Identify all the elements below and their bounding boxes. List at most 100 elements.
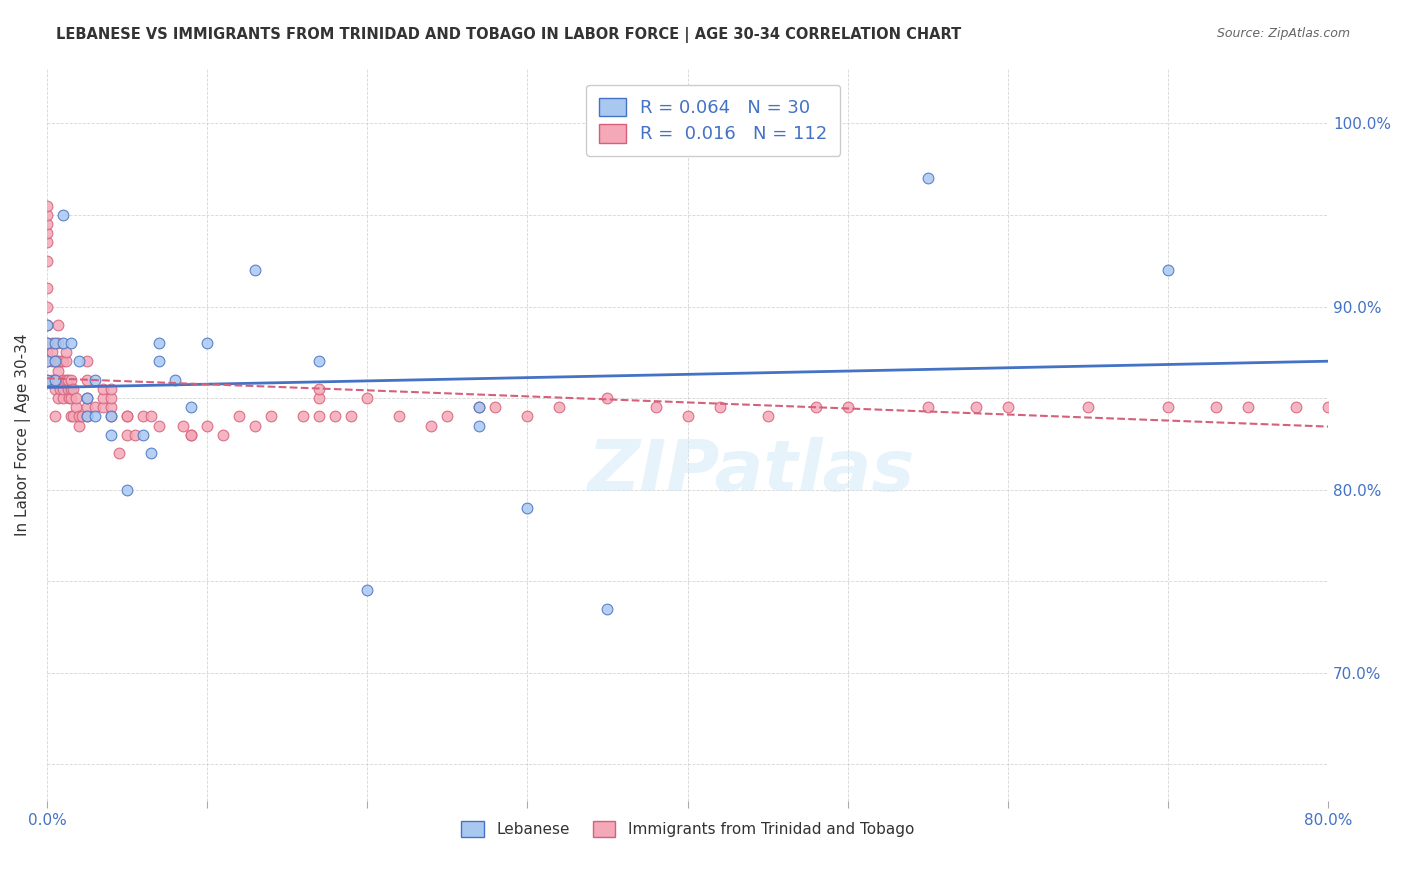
- Point: [100, 409, 122, 424]
- Point: [484, 401, 506, 415]
- Point: [260, 409, 283, 424]
- Point: [965, 401, 987, 415]
- Point: [65, 401, 87, 415]
- Point: [516, 409, 538, 424]
- Point: [76, 373, 98, 387]
- Point: [76, 354, 98, 368]
- Point: [76, 409, 98, 424]
- Point: [35, 227, 58, 241]
- Point: [35, 217, 58, 231]
- Point: [228, 409, 250, 424]
- Point: [91, 401, 114, 415]
- Point: [100, 391, 122, 405]
- Point: [1205, 401, 1227, 415]
- Point: [676, 409, 699, 424]
- Point: [212, 427, 235, 442]
- Point: [35, 208, 58, 222]
- Point: [35, 373, 58, 387]
- Point: [76, 391, 98, 405]
- Point: [55, 345, 77, 359]
- Point: [308, 354, 330, 368]
- Point: [596, 391, 619, 405]
- Point: [62, 382, 84, 396]
- Point: [46, 336, 69, 351]
- Point: [91, 382, 114, 396]
- Point: [52, 354, 75, 368]
- Point: [46, 373, 69, 387]
- Point: [35, 281, 58, 295]
- Point: [1237, 401, 1260, 415]
- Point: [56, 373, 79, 387]
- Point: [1317, 401, 1340, 415]
- Point: [148, 336, 170, 351]
- Point: [52, 391, 75, 405]
- Point: [46, 354, 69, 368]
- Point: [115, 483, 138, 497]
- Point: [59, 409, 82, 424]
- Point: [308, 391, 330, 405]
- Point: [91, 391, 114, 405]
- Text: LEBANESE VS IMMIGRANTS FROM TRINIDAD AND TOBAGO IN LABOR FORCE | AGE 30-34 CORRE: LEBANESE VS IMMIGRANTS FROM TRINIDAD AND…: [56, 27, 962, 43]
- Point: [292, 409, 315, 424]
- Point: [195, 418, 218, 433]
- Point: [165, 373, 187, 387]
- Point: [41, 373, 63, 387]
- Point: [132, 409, 155, 424]
- Point: [59, 373, 82, 387]
- Point: [35, 373, 58, 387]
- Point: [148, 418, 170, 433]
- Point: [55, 373, 77, 387]
- Point: [308, 409, 330, 424]
- Point: [243, 263, 266, 277]
- Text: Source: ZipAtlas.com: Source: ZipAtlas.com: [1216, 27, 1350, 40]
- Point: [1398, 401, 1406, 415]
- Point: [180, 427, 202, 442]
- Point: [76, 391, 98, 405]
- Point: [997, 401, 1019, 415]
- Point: [44, 336, 66, 351]
- Point: [243, 418, 266, 433]
- Point: [52, 373, 75, 387]
- Point: [84, 401, 107, 415]
- Legend: Lebanese, Immigrants from Trinidad and Tobago: Lebanese, Immigrants from Trinidad and T…: [453, 814, 922, 845]
- Point: [180, 427, 202, 442]
- Point: [308, 382, 330, 396]
- Point: [115, 409, 138, 424]
- Point: [917, 171, 939, 186]
- Point: [49, 354, 72, 368]
- Point: [596, 601, 619, 615]
- Point: [1348, 401, 1371, 415]
- Point: [172, 418, 194, 433]
- Point: [468, 401, 491, 415]
- Point: [1285, 401, 1308, 415]
- Y-axis label: In Labor Force | Age 30-34: In Labor Force | Age 30-34: [15, 334, 31, 536]
- Point: [46, 318, 69, 332]
- Point: [41, 345, 63, 359]
- Point: [44, 382, 66, 396]
- Point: [468, 418, 491, 433]
- Point: [67, 354, 90, 368]
- Point: [132, 427, 155, 442]
- Point: [108, 446, 131, 460]
- Point: [35, 318, 58, 332]
- Point: [35, 345, 58, 359]
- Point: [52, 382, 75, 396]
- Point: [100, 401, 122, 415]
- Point: [46, 363, 69, 377]
- Point: [323, 409, 346, 424]
- Point: [44, 409, 66, 424]
- Point: [1077, 401, 1099, 415]
- Point: [1157, 263, 1180, 277]
- Point: [35, 199, 58, 213]
- Point: [76, 409, 98, 424]
- Point: [44, 354, 66, 368]
- Point: [100, 382, 122, 396]
- Point: [58, 391, 80, 405]
- Point: [41, 336, 63, 351]
- Point: [59, 391, 82, 405]
- Point: [56, 382, 79, 396]
- Point: [340, 409, 363, 424]
- Point: [139, 409, 162, 424]
- Point: [52, 208, 75, 222]
- Point: [70, 409, 93, 424]
